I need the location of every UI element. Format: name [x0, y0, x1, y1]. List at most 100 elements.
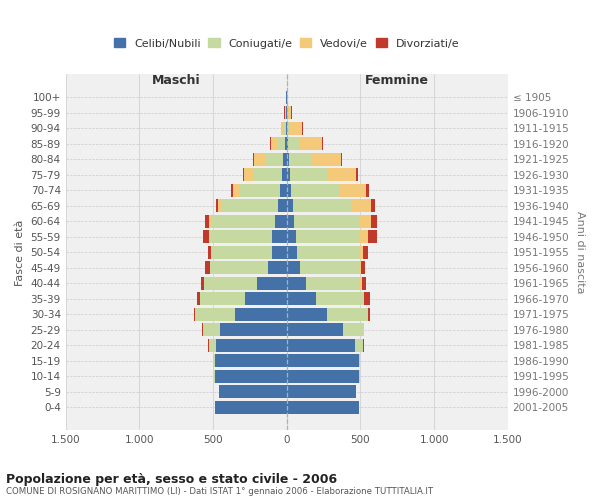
- Bar: [287, 106, 288, 120]
- Bar: [288, 137, 300, 150]
- Bar: [341, 152, 342, 166]
- Bar: [359, 370, 360, 383]
- Bar: [287, 261, 300, 274]
- Bar: [203, 324, 220, 336]
- Bar: [245, 292, 287, 306]
- Bar: [287, 199, 293, 212]
- Bar: [343, 324, 364, 336]
- Bar: [222, 199, 278, 212]
- Bar: [322, 137, 323, 150]
- Bar: [275, 214, 287, 228]
- Bar: [287, 246, 297, 259]
- Bar: [214, 370, 215, 383]
- Bar: [205, 214, 209, 228]
- Bar: [300, 261, 359, 274]
- Bar: [285, 137, 287, 150]
- Bar: [205, 261, 209, 274]
- Bar: [271, 137, 278, 150]
- Bar: [235, 308, 287, 321]
- Bar: [352, 199, 371, 212]
- Bar: [280, 184, 287, 197]
- Bar: [326, 308, 368, 321]
- Bar: [359, 214, 371, 228]
- Bar: [197, 292, 200, 306]
- Bar: [294, 214, 359, 228]
- Bar: [278, 137, 285, 150]
- Bar: [253, 168, 283, 181]
- Bar: [300, 137, 322, 150]
- Legend: Celibi/Nubili, Coniugati/e, Vedovi/e, Divorziati/e: Celibi/Nubili, Coniugati/e, Vedovi/e, Di…: [110, 34, 464, 53]
- Bar: [306, 276, 361, 290]
- Bar: [290, 168, 326, 181]
- Bar: [367, 184, 369, 197]
- Bar: [268, 261, 287, 274]
- Bar: [239, 184, 280, 197]
- Bar: [288, 106, 292, 120]
- Bar: [316, 292, 364, 306]
- Bar: [210, 230, 272, 243]
- Bar: [212, 214, 275, 228]
- Bar: [326, 168, 356, 181]
- Bar: [287, 230, 296, 243]
- Text: Maschi: Maschi: [152, 74, 200, 87]
- Bar: [289, 152, 311, 166]
- Bar: [287, 370, 359, 383]
- Bar: [278, 199, 287, 212]
- Bar: [209, 339, 216, 352]
- Bar: [281, 122, 284, 135]
- Bar: [231, 184, 233, 197]
- Bar: [364, 246, 368, 259]
- Bar: [361, 230, 368, 243]
- Bar: [204, 276, 257, 290]
- Bar: [208, 246, 211, 259]
- Bar: [287, 324, 343, 336]
- Bar: [219, 386, 287, 398]
- Bar: [233, 184, 239, 197]
- Bar: [213, 354, 215, 368]
- Bar: [284, 106, 286, 120]
- Bar: [201, 276, 204, 290]
- Y-axis label: Anni di nascita: Anni di nascita: [575, 211, 585, 294]
- Bar: [286, 122, 287, 135]
- Bar: [283, 152, 287, 166]
- Bar: [291, 184, 340, 197]
- Bar: [212, 246, 272, 259]
- Bar: [356, 168, 358, 181]
- Bar: [209, 230, 210, 243]
- Bar: [287, 168, 290, 181]
- Bar: [242, 168, 244, 181]
- Bar: [254, 152, 265, 166]
- Bar: [287, 122, 290, 135]
- Bar: [287, 152, 289, 166]
- Bar: [216, 339, 287, 352]
- Text: Femmine: Femmine: [365, 74, 429, 87]
- Bar: [340, 184, 367, 197]
- Bar: [215, 401, 287, 414]
- Bar: [362, 276, 366, 290]
- Bar: [359, 354, 361, 368]
- Bar: [287, 137, 288, 150]
- Bar: [361, 261, 365, 274]
- Bar: [359, 246, 364, 259]
- Y-axis label: Fasce di età: Fasce di età: [15, 219, 25, 286]
- Bar: [364, 292, 370, 306]
- Bar: [287, 339, 355, 352]
- Bar: [211, 246, 212, 259]
- Bar: [272, 246, 287, 259]
- Bar: [371, 199, 375, 212]
- Bar: [296, 230, 361, 243]
- Bar: [215, 370, 287, 383]
- Bar: [368, 308, 370, 321]
- Bar: [361, 276, 362, 290]
- Bar: [200, 292, 245, 306]
- Bar: [202, 324, 203, 336]
- Bar: [272, 230, 287, 243]
- Bar: [210, 261, 268, 274]
- Bar: [287, 214, 294, 228]
- Bar: [355, 339, 364, 352]
- Bar: [287, 308, 326, 321]
- Bar: [359, 261, 361, 274]
- Bar: [218, 199, 222, 212]
- Bar: [283, 168, 287, 181]
- Bar: [287, 184, 291, 197]
